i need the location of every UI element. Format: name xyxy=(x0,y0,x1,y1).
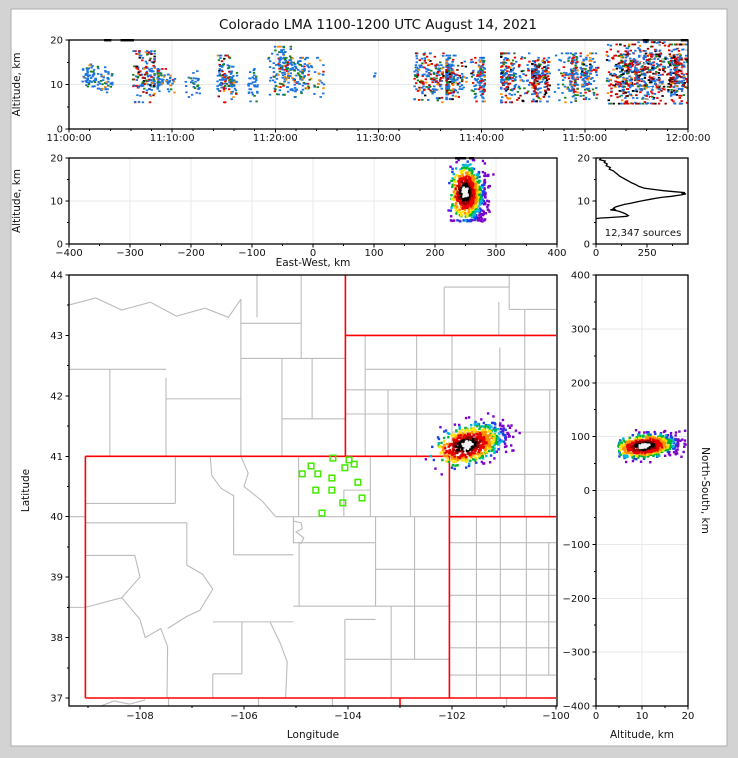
svg-text:−100: −100 xyxy=(542,711,569,722)
figure-title: Colorado LMA 1100-1200 UTC August 14, 20… xyxy=(219,17,537,33)
svg-text:38: 38 xyxy=(50,633,63,644)
svg-text:0: 0 xyxy=(584,240,590,251)
station-marker xyxy=(358,494,366,502)
svg-text:0: 0 xyxy=(57,125,63,136)
svg-text:0: 0 xyxy=(57,240,63,251)
map-ylabel: Latitude xyxy=(20,469,32,512)
svg-text:200: 200 xyxy=(425,248,444,259)
svg-text:11:00:00: 11:00:00 xyxy=(47,133,92,144)
svg-text:41: 41 xyxy=(50,452,63,463)
source-count-annotation: 12,347 sources xyxy=(605,228,682,239)
svg-text:10: 10 xyxy=(50,80,63,91)
ns-height-xlabel: Altitude, km xyxy=(610,729,674,741)
station-marker xyxy=(328,486,336,494)
svg-text:10: 10 xyxy=(577,197,590,208)
svg-text:37: 37 xyxy=(50,694,63,705)
svg-text:11:20:00: 11:20:00 xyxy=(253,133,298,144)
svg-text:0: 0 xyxy=(310,248,316,259)
map-source-cluster xyxy=(424,412,521,476)
svg-text:11:30:00: 11:30:00 xyxy=(356,133,401,144)
svg-text:−106: −106 xyxy=(230,711,257,722)
svg-text:20: 20 xyxy=(50,154,63,165)
figure-paper xyxy=(10,8,728,747)
svg-text:300: 300 xyxy=(486,248,505,259)
station-marker xyxy=(318,509,326,517)
svg-text:−200: −200 xyxy=(177,248,204,259)
ew-height-ylabel: Altitude, km xyxy=(11,169,23,233)
svg-text:11:10:00: 11:10:00 xyxy=(150,133,195,144)
station-marker xyxy=(354,478,362,486)
svg-text:−100: −100 xyxy=(238,248,265,259)
svg-text:20: 20 xyxy=(577,154,590,165)
station-marker xyxy=(341,464,349,472)
time-height-ylabel: Altitude, km xyxy=(11,52,23,116)
station-marker xyxy=(345,456,353,464)
svg-text:10: 10 xyxy=(50,197,63,208)
ns-height-ylabel: North-South, km xyxy=(699,447,711,534)
svg-text:43: 43 xyxy=(50,331,63,342)
svg-text:0: 0 xyxy=(593,248,599,259)
station-marker xyxy=(314,470,322,478)
svg-text:12:00:00: 12:00:00 xyxy=(666,133,711,144)
svg-text:40: 40 xyxy=(50,512,63,523)
time-height-panel: 11:00:00 11:10:00 11:20:00 11:30:00 11:40:00… xyxy=(47,36,711,145)
station-marker xyxy=(339,499,347,507)
station-marker xyxy=(307,462,315,470)
station-marker xyxy=(350,460,358,468)
map-xlabel: Longitude xyxy=(287,729,339,741)
svg-text:−104: −104 xyxy=(334,711,361,722)
svg-text:−300: −300 xyxy=(116,248,143,259)
ew-height-panel: −400 −300 −200 −100 0 100 200 300 400 0 10 20 xyxy=(50,154,566,260)
svg-text:39: 39 xyxy=(50,573,63,584)
panels-root: 11:00:00 11:10:00 11:20:00 11:30:00 11:40:00… xyxy=(47,36,711,723)
svg-text:400: 400 xyxy=(547,248,566,259)
svg-text:100: 100 xyxy=(364,248,383,259)
svg-text:11:50:00: 11:50:00 xyxy=(562,133,607,144)
state-borders xyxy=(84,275,556,706)
svg-text:44: 44 xyxy=(50,271,63,282)
station-marker xyxy=(328,474,336,482)
lma-stations xyxy=(298,454,366,517)
svg-text:11:40:00: 11:40:00 xyxy=(459,133,504,144)
svg-text:−102: −102 xyxy=(438,711,465,722)
station-marker xyxy=(329,454,337,462)
svg-text:−400: −400 xyxy=(55,248,82,259)
svg-text:20: 20 xyxy=(50,36,63,47)
svg-text:42: 42 xyxy=(50,391,63,402)
station-marker xyxy=(312,486,320,494)
ew-height-xlabel: East-West, km xyxy=(276,257,351,269)
svg-text:250: 250 xyxy=(638,248,657,259)
county-lines xyxy=(68,275,556,707)
altitude-histogram-panel: 0 250 0 10 20 xyxy=(577,154,689,259)
svg-text:−108: −108 xyxy=(126,711,153,722)
map-panel: −108 −106 −104 −102 −100 37 38 39 40 41 42 43 44 xyxy=(50,271,569,723)
station-marker xyxy=(298,470,306,478)
